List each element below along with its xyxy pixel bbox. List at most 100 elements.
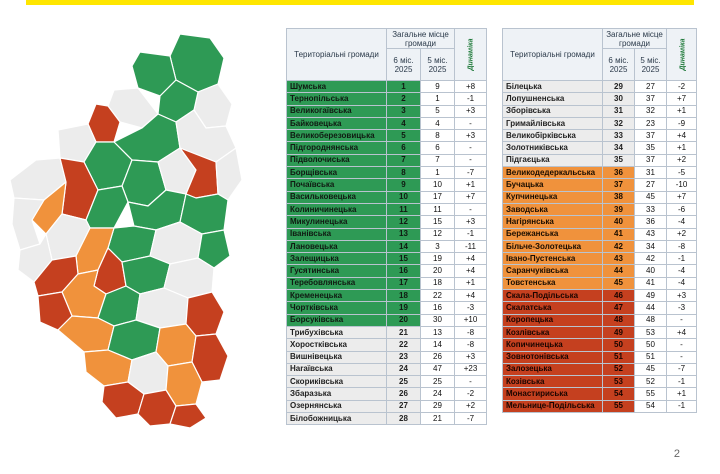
- dynamics-value: +3: [454, 129, 487, 143]
- dynamics-value: +7: [454, 190, 487, 204]
- dynamics-value: +2: [666, 227, 697, 241]
- rank-5m: 31: [634, 166, 667, 180]
- rank-5m: 29: [420, 399, 455, 414]
- table-row: Залещицька 15 19 +4: [286, 252, 487, 266]
- rank-6m: 9: [386, 178, 421, 192]
- table-row: Кременецька 18 22 +4: [286, 289, 487, 303]
- community-name: Кременецька: [286, 289, 387, 303]
- rank-6m: 37: [602, 178, 635, 192]
- col-header-name: Територіальні громади: [286, 28, 387, 81]
- rank-6m: 14: [386, 239, 421, 254]
- table-row: Озернянська 27 29 +2: [286, 399, 487, 414]
- dynamics-value: -: [666, 350, 697, 364]
- dynamics-value: +23: [454, 362, 487, 377]
- table-row: Великогаївська 3 5 +3: [286, 104, 487, 118]
- table-row: Копичинецька 50 50-: [502, 338, 697, 352]
- rank-5m: 14: [420, 338, 455, 352]
- community-name: Озернянська: [286, 399, 387, 414]
- dynamics-value: -2: [454, 387, 487, 401]
- page-number: 2: [673, 448, 680, 460]
- community-name: Копичинецька: [502, 338, 603, 352]
- rank-5m: 32: [634, 104, 667, 118]
- table-row: Чортківська 19 16 -3: [286, 301, 487, 315]
- dynamics-value: -3: [454, 301, 487, 315]
- table-row: Великобірківська 33 37 +4: [502, 129, 697, 143]
- table-row: Коропецька 48 48-: [502, 313, 697, 327]
- community-name: Зовнотонівська: [502, 350, 603, 364]
- rank-5m: 15: [420, 215, 455, 229]
- rank-5m: 55: [634, 387, 667, 401]
- community-name: Підгаєцька: [502, 153, 603, 168]
- dynamics-value: -8: [666, 239, 697, 254]
- table-row: Івано-Пустенська 43 42 -1: [502, 252, 697, 266]
- dynamics-value: -4: [666, 264, 697, 278]
- rank-6m: 31: [602, 104, 635, 118]
- community-name: Васильковецька: [286, 190, 387, 204]
- dynamics-value: -7: [454, 166, 487, 180]
- rank-5m: 20: [420, 264, 455, 278]
- community-name: Скалатська: [502, 301, 603, 315]
- rank-6m: 22: [386, 338, 421, 352]
- rank-6m: 55: [602, 399, 635, 414]
- table-row: Підгаєцька 35 37 +2: [502, 153, 697, 168]
- dynamics-value: -7: [666, 362, 697, 377]
- dynamics-value: -: [454, 375, 487, 389]
- table-row: Білецька 29 27 -2: [502, 79, 697, 94]
- rank-6m: 11: [386, 202, 421, 217]
- rank-5m: 52: [634, 375, 667, 389]
- table-body-right: Білецька 29 27 -2 Лопушненська 30 37 +7 Зборівсь…: [502, 79, 697, 414]
- col-header-dynamics: Динаміка: [666, 28, 697, 81]
- rank-5m: 1: [420, 92, 455, 106]
- col-header-5m: 5 міс. 2025: [634, 48, 667, 81]
- dynamics-value: -1: [454, 92, 487, 106]
- dynamics-value: -11: [454, 239, 487, 254]
- community-name: Тернопільська: [286, 92, 387, 106]
- rank-6m: 6: [386, 141, 421, 155]
- rank-5m: 42: [634, 252, 667, 266]
- table-row: Великодедеркальська 36 31 -5: [502, 166, 697, 180]
- rank-6m: 16: [386, 264, 421, 278]
- ranking-table-right: Територіальні громади Загальне місце гро…: [502, 28, 697, 414]
- rank-6m: 10: [386, 190, 421, 204]
- dynamics-value: +4: [454, 289, 487, 303]
- dynamics-value: +3: [454, 215, 487, 229]
- table-row: Монастириська 54 55 +1: [502, 387, 697, 401]
- dynamics-value: -4: [666, 276, 697, 291]
- table-row: Микулинецька 12 15 +3: [286, 215, 487, 229]
- table-row: Гусятинська 16 20 +4: [286, 264, 487, 278]
- rank-6m: 36: [602, 166, 635, 180]
- rank-5m: 1: [420, 166, 455, 180]
- community-name: Товстенська: [502, 276, 603, 291]
- dynamics-value: -5: [666, 166, 697, 180]
- community-name: Козівська: [502, 375, 603, 389]
- rank-5m: 47: [420, 362, 455, 377]
- rank-6m: 47: [602, 301, 635, 315]
- dynamics-value: +1: [454, 276, 487, 291]
- table-row: Скала-Подільська 46 49 +3: [502, 289, 697, 303]
- rank-5m: 45: [634, 362, 667, 377]
- table-row: Байковецька 4 4-: [286, 116, 487, 131]
- rank-6m: 27: [386, 399, 421, 414]
- rank-6m: 19: [386, 301, 421, 315]
- rank-6m: 23: [386, 350, 421, 364]
- rank-6m: 25: [386, 375, 421, 389]
- rank-5m: 37: [634, 129, 667, 143]
- community-name: Шумська: [286, 79, 387, 94]
- rank-6m: 2: [386, 92, 421, 106]
- dynamics-value: -9: [666, 116, 697, 131]
- table-row: Бучацька 37 27 -10: [502, 178, 697, 192]
- table-row: Борщівська 8 1 -7: [286, 166, 487, 180]
- rank-5m: 25: [420, 375, 455, 389]
- community-name: Залещицька: [286, 252, 387, 266]
- community-name: Білобожницька: [286, 412, 387, 426]
- dynamics-value: +1: [666, 387, 697, 401]
- rank-5m: 45: [634, 190, 667, 204]
- rank-6m: 51: [602, 350, 635, 364]
- table-row: Лановецька 14 3 -11: [286, 239, 487, 254]
- dynamics-value: +1: [666, 141, 697, 155]
- col-header-place: Загальне місце громади: [602, 28, 667, 49]
- table-row: Почаївська 9 10 +1: [286, 178, 487, 192]
- map-region: [57, 315, 115, 353]
- community-name: Скориківська: [286, 375, 387, 389]
- community-name: Козлівська: [502, 325, 603, 340]
